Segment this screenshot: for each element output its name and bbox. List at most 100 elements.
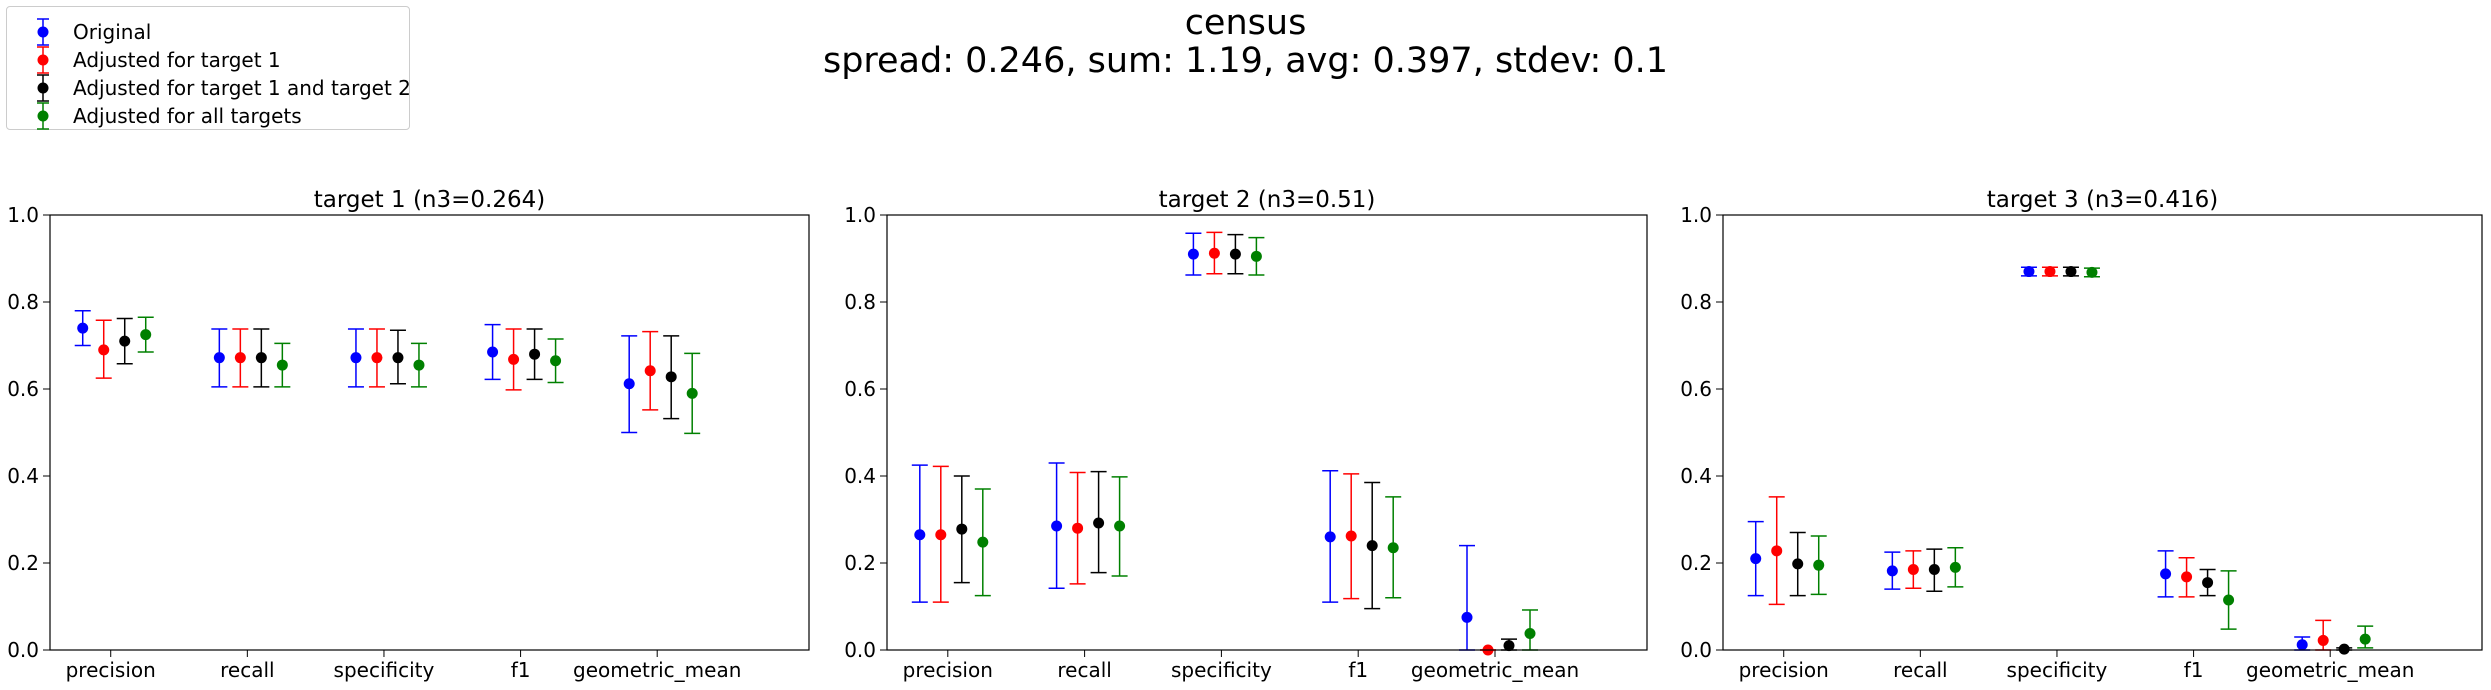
data-point-target-1-and-2 bbox=[1093, 517, 1105, 529]
data-point-target-1 bbox=[508, 353, 520, 365]
plot-frame bbox=[1722, 214, 2483, 651]
data-point-original bbox=[1324, 531, 1336, 543]
y-tick-label: 0.6 bbox=[1680, 377, 1712, 401]
data-point-all-targets bbox=[1813, 559, 1825, 571]
data-point-original bbox=[1051, 520, 1063, 532]
x-tick-label: f1 bbox=[2184, 658, 2204, 682]
data-point-target-1 bbox=[2317, 634, 2329, 646]
y-tick-label: 0.8 bbox=[844, 290, 876, 314]
y-tick-label: 0.2 bbox=[7, 551, 39, 575]
y-tick-label: 0.2 bbox=[1680, 551, 1712, 575]
y-tick-label: 0.8 bbox=[7, 290, 39, 314]
data-point-original bbox=[213, 352, 225, 364]
data-point-target-1 bbox=[1771, 545, 1783, 557]
legend-errorbar-icon bbox=[37, 74, 49, 102]
data-point-target-1 bbox=[644, 365, 656, 377]
x-tick-label: f1 bbox=[1348, 658, 1368, 682]
data-point-original bbox=[623, 378, 635, 390]
panel-title: target 3 (n3=0.416) bbox=[1987, 187, 2218, 213]
data-point-original bbox=[1886, 565, 1898, 577]
data-point-original bbox=[1461, 611, 1473, 623]
data-point-all-targets bbox=[1949, 561, 1961, 573]
data-point-original bbox=[2023, 266, 2035, 278]
y-tick-label: 0.0 bbox=[844, 638, 876, 662]
data-point-all-targets bbox=[1114, 520, 1126, 532]
data-point-target-1-and-2 bbox=[1229, 248, 1241, 260]
data-point-target-1-and-2 bbox=[956, 523, 968, 535]
data-point-target-1-and-2 bbox=[1503, 640, 1515, 652]
figure-title: census bbox=[1184, 3, 1307, 43]
data-point-target-1 bbox=[2181, 571, 2193, 583]
data-point-target-1-and-2 bbox=[1366, 540, 1378, 552]
x-tick-label: geometric_mean bbox=[573, 658, 741, 682]
y-tick-label: 0.6 bbox=[7, 377, 39, 401]
data-point-original bbox=[77, 322, 89, 334]
x-tick-label: recall bbox=[1057, 658, 1111, 682]
data-point-target-1 bbox=[371, 352, 383, 364]
y-tick-label: 1.0 bbox=[7, 203, 39, 227]
x-tick-label: specificity bbox=[2007, 658, 2108, 682]
plot-frame bbox=[886, 214, 1648, 651]
legend-marker-all-targets bbox=[29, 102, 57, 130]
legend-label-target-1: Adjusted for target 1 bbox=[73, 48, 281, 72]
legend-label-all-targets: Adjusted for all targets bbox=[73, 104, 302, 128]
data-point-original bbox=[487, 346, 499, 358]
data-point-target-1-and-2 bbox=[2202, 577, 2214, 589]
data-point-original bbox=[2160, 568, 2172, 580]
legend-errorbar-icon bbox=[37, 46, 49, 74]
y-tick-label: 0.4 bbox=[1680, 464, 1712, 488]
x-tick-label: geometric_mean bbox=[1411, 658, 1579, 682]
y-tick-label: 1.0 bbox=[844, 203, 876, 227]
data-point-original bbox=[914, 529, 926, 541]
y-tick-label: 0.0 bbox=[1680, 638, 1712, 662]
data-point-all-targets bbox=[686, 387, 698, 399]
x-tick-label: specificity bbox=[1171, 658, 1272, 682]
legend-marker-target-1 bbox=[29, 46, 57, 74]
legend-item-original: Original bbox=[29, 18, 151, 46]
data-point-target-1 bbox=[935, 529, 947, 541]
legend-errorbar-icon bbox=[37, 18, 49, 46]
x-tick-label: precision bbox=[1739, 658, 1829, 682]
legend-errorbar-icon bbox=[37, 102, 49, 130]
data-point-original bbox=[2296, 639, 2308, 651]
x-tick-label: specificity bbox=[334, 658, 435, 682]
legend-item-all-targets: Adjusted for all targets bbox=[29, 102, 302, 130]
data-point-target-1-and-2 bbox=[665, 371, 677, 383]
x-tick-label: recall bbox=[1893, 658, 1947, 682]
x-tick-label: f1 bbox=[511, 658, 531, 682]
y-tick-label: 0.4 bbox=[844, 464, 876, 488]
y-tick-label: 0.0 bbox=[7, 638, 39, 662]
data-point-all-targets bbox=[2086, 266, 2098, 278]
data-point-target-1-and-2 bbox=[529, 348, 541, 360]
data-point-original bbox=[1187, 248, 1199, 260]
legend-label-target-1-and-2: Adjusted for target 1 and target 2 bbox=[73, 76, 411, 100]
figure-subtitle: spread: 0.246, sum: 1.19, avg: 0.397, st… bbox=[822, 41, 1669, 81]
data-point-target-1 bbox=[1208, 247, 1220, 259]
y-tick-label: 0.2 bbox=[844, 551, 876, 575]
y-tick-label: 0.6 bbox=[844, 377, 876, 401]
data-point-target-1 bbox=[234, 352, 246, 364]
data-point-target-1-and-2 bbox=[255, 352, 267, 364]
x-tick-label: precision bbox=[903, 658, 993, 682]
data-point-target-1 bbox=[1345, 530, 1357, 542]
data-point-target-1 bbox=[2044, 266, 2056, 278]
data-point-target-1 bbox=[1072, 522, 1084, 534]
plot-frame bbox=[49, 214, 810, 651]
data-point-target-1-and-2 bbox=[1928, 564, 1940, 576]
legend: Original Adjusted for target 1 Adjusted … bbox=[6, 6, 411, 130]
legend-item-target-1: Adjusted for target 1 bbox=[29, 46, 281, 74]
y-tick-label: 0.8 bbox=[1680, 290, 1712, 314]
legend-item-target-1-and-2: Adjusted for target 1 and target 2 bbox=[29, 74, 411, 102]
y-tick-label: 0.4 bbox=[7, 464, 39, 488]
legend-marker-target-1-and-2 bbox=[29, 74, 57, 102]
data-point-all-targets bbox=[2359, 633, 2371, 645]
x-tick-label: recall bbox=[220, 658, 274, 682]
data-point-all-targets bbox=[550, 355, 562, 367]
data-point-target-1-and-2 bbox=[2065, 266, 2077, 278]
data-point-all-targets bbox=[1524, 627, 1536, 639]
legend-marker-original bbox=[29, 18, 57, 46]
data-point-all-targets bbox=[413, 359, 425, 371]
legend-label-original: Original bbox=[73, 20, 152, 44]
data-point-original bbox=[1750, 553, 1762, 565]
